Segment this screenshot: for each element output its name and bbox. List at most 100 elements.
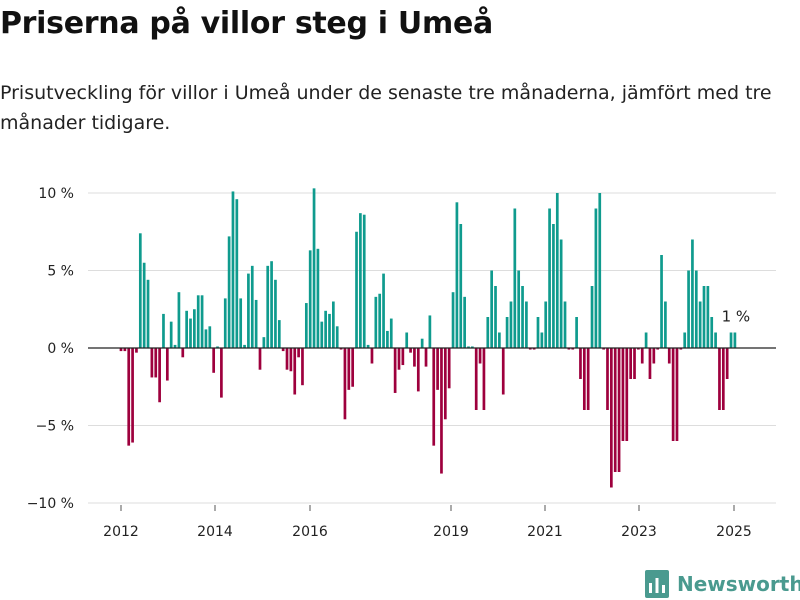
bar [521,286,524,348]
bar [332,301,335,348]
bar [220,348,223,398]
bar [177,292,181,348]
bar [165,348,169,381]
bar [416,348,420,392]
bar [467,346,470,348]
bar [393,348,397,393]
bar [135,348,138,353]
bar [401,348,405,366]
bar [359,213,362,348]
bar [312,188,316,348]
bar [729,332,733,348]
bar [142,262,146,348]
bar [328,313,331,348]
bar [471,346,474,348]
bar [123,348,127,352]
bar [555,193,559,348]
bar [698,301,702,348]
bar [347,348,351,390]
bar [254,299,258,348]
bar [270,261,273,348]
bar [710,317,714,348]
bar [285,348,289,370]
bar [733,332,737,348]
bar [146,279,150,348]
bar [424,348,428,367]
bar [335,326,339,348]
bar [239,298,243,348]
bar [308,250,312,348]
bar [196,295,200,348]
bar [355,231,358,348]
bar [718,348,721,410]
y-tick-label: 0 % [47,341,74,357]
bar [447,348,451,389]
bar [501,348,505,395]
bar [436,348,439,390]
bar [694,270,698,348]
bar [455,202,459,348]
bar [621,348,625,441]
bar [509,301,513,348]
bar [258,348,262,370]
brand-logo: Newsworthy [645,569,800,599]
bar [474,348,478,410]
bar [513,208,517,348]
bar [671,348,675,441]
bar [293,348,297,395]
y-tick-label: 5 % [47,264,74,280]
bar [119,348,123,352]
bar [382,273,385,348]
bar [432,348,436,446]
bar [637,348,640,350]
bar [440,348,443,474]
bar [451,292,455,348]
bar [227,236,231,348]
bar [617,348,621,472]
bar [158,348,161,403]
bar [552,224,555,348]
y-tick-label: −10 % [27,496,74,512]
bar [648,348,652,379]
bar [640,348,644,364]
bar [463,296,466,348]
bar [490,270,494,348]
bar [525,301,528,348]
bar [563,301,567,348]
bar [652,348,656,364]
last-value-annotation: 1 % [722,308,751,326]
brand-name: Newsworthy [677,572,800,596]
bar [610,348,613,488]
bar [274,279,277,348]
bar [702,286,706,348]
bar [386,330,389,348]
bar [281,348,285,352]
bar [691,239,694,348]
bar [459,224,463,348]
bar [409,348,412,353]
bar [687,270,690,348]
bar [660,255,663,348]
bar [200,295,204,348]
bar [644,332,648,348]
bar [505,317,509,348]
bar [613,348,617,472]
bar [544,301,548,348]
bar [590,286,594,348]
bar [320,321,324,348]
bar [208,326,212,348]
bar [223,298,227,348]
bar [262,337,266,348]
bar [277,320,281,348]
bar [594,208,598,348]
x-tick-label: 2025 [716,524,752,540]
bar [683,332,687,348]
bar [169,321,173,348]
bar [289,348,293,372]
bar [679,348,683,350]
bar [154,348,158,378]
x-tick-label: 2014 [197,524,233,540]
bar [378,293,382,348]
bar [189,318,192,348]
bar [204,329,208,348]
